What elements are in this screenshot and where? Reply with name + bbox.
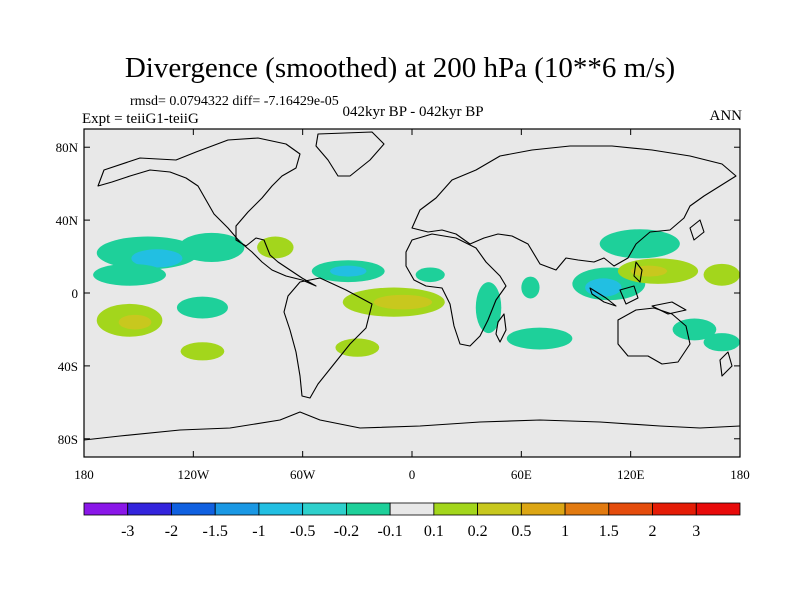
patch-npac-east <box>178 232 245 263</box>
colorbar-swatch <box>608 502 653 516</box>
patch-npac-equator <box>93 263 166 286</box>
patch-spac-south <box>180 342 225 361</box>
colorbar-label: 0.1 <box>424 523 444 540</box>
colorbar-swatch <box>83 502 129 516</box>
colorbar-label: -0.1 <box>377 523 402 540</box>
colorbar-swatch <box>564 502 610 516</box>
y-tick-label: 40S <box>58 359 78 374</box>
coast-new-zealand <box>719 351 733 377</box>
x-tick-label: 120W <box>177 467 210 482</box>
coastlines <box>84 131 740 441</box>
coast-south-america <box>283 277 373 399</box>
patch-tasman <box>703 333 740 352</box>
patch-spac-west-core <box>118 314 152 330</box>
colorbar-label: 0.5 <box>511 523 531 540</box>
colorbar-label: -1 <box>252 523 265 540</box>
colorbar-label: 1.5 <box>599 523 619 540</box>
season-label: ANN <box>709 108 743 124</box>
patch-wpac-north <box>599 229 680 259</box>
patch-atl-equator-core <box>373 294 433 310</box>
y-tick-label: 40N <box>56 213 79 228</box>
colorbar-label: -0.2 <box>334 523 359 540</box>
colorbar-label: -0.5 <box>290 523 315 540</box>
colorbar-swatch <box>258 502 304 516</box>
x-tick-label: 180 <box>74 467 94 482</box>
y-tick-label: 0 <box>72 286 79 301</box>
colorbar-label: -3 <box>121 523 134 540</box>
colorbar-swatch <box>171 502 216 516</box>
colorbar-swatch <box>345 502 391 516</box>
colorbar: -3 -2 -1.5 -1 -0.5 -0.2 -0.1 0.1 0.2 0.5 1 1.5 2 3 <box>83 502 741 540</box>
coast-north-america <box>97 137 317 287</box>
period-label: 042kyr BP - 042kyr BP <box>342 104 484 120</box>
x-tick-label: 180 <box>730 467 750 482</box>
x-tick-label: 0 <box>409 467 416 482</box>
coast-madagascar <box>495 313 507 343</box>
patch-wpac-east <box>703 263 740 286</box>
colorbar-swatch <box>433 502 479 516</box>
coast-antarctica <box>84 411 740 441</box>
colorbar-swatch <box>477 502 522 516</box>
colorbar-swatch <box>389 502 435 516</box>
x-tick-label: 60W <box>290 467 316 482</box>
colorbar-swatch <box>127 502 172 516</box>
stats-label: rmsd= 0.0794322 diff= -7.16429e-05 <box>130 94 339 109</box>
patch-natl-tropic-core <box>330 265 367 277</box>
coast-borneo <box>619 285 639 305</box>
experiment-label: Expt = teiiG1-teiiG <box>82 111 199 127</box>
coast-eurasia <box>411 145 737 271</box>
colorbar-swatch <box>652 502 697 516</box>
coast-australia <box>617 307 691 365</box>
patch-maritime-core <box>585 278 622 297</box>
patch-africa-west <box>415 267 445 283</box>
plot-title: Divergence (smoothed) at 200 hPa (10**6 … <box>124 52 676 84</box>
colorbar-label: 3 <box>692 523 700 540</box>
coast-philippines <box>633 261 643 283</box>
colorbar-swatch <box>302 502 347 516</box>
patch-indian-north <box>521 276 540 299</box>
colorbar-swatch <box>695 502 741 516</box>
x-tick-label: 120E <box>617 467 645 482</box>
colorbar-label: -2 <box>165 523 178 540</box>
patch-caribbean <box>257 236 294 259</box>
coast-sumatra <box>589 287 617 307</box>
colorbar-label: -1.5 <box>203 523 228 540</box>
coast-japan <box>689 219 705 241</box>
colorbar-swatch <box>214 502 260 516</box>
patch-npac-subtropic-core <box>131 249 183 268</box>
patch-wpac-tropic-core <box>630 265 668 277</box>
coast-new-guinea <box>651 301 687 315</box>
patch-indian-central <box>506 327 573 350</box>
coast-africa <box>405 233 507 347</box>
patch-satl <box>335 338 380 357</box>
map-axes: 180 120W 60W 0 60E 120E 180 80N 40N 0 40S 80S <box>56 129 750 482</box>
divergence-field <box>93 229 740 361</box>
colorbar-swatch <box>520 502 566 516</box>
y-tick-label: 80S <box>58 432 78 447</box>
colorbar-label: 1 <box>561 523 569 540</box>
coast-greenland <box>315 131 385 177</box>
y-tick-label: 80N <box>56 140 79 155</box>
patch-spac-central <box>176 296 228 319</box>
patch-east-africa <box>475 282 502 334</box>
x-tick-label: 60E <box>511 467 532 482</box>
colorbar-label: 2 <box>649 523 657 540</box>
colorbar-label: 0.2 <box>468 523 488 540</box>
